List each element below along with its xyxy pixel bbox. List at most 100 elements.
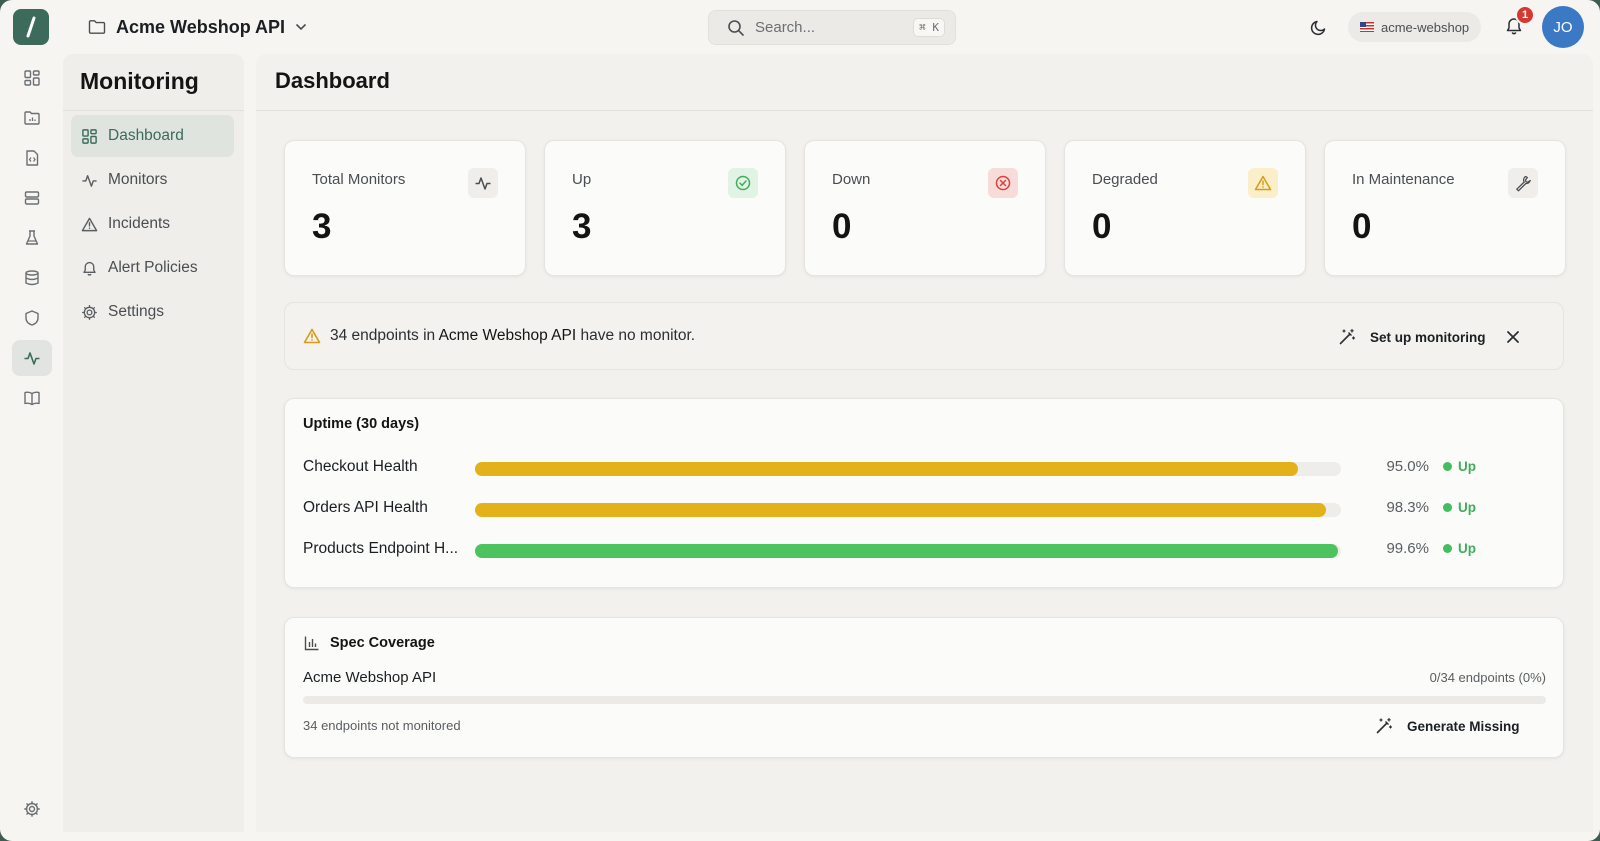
unmonitored-endpoints-banner: 34 endpoints in Acme Webshop API have no… (284, 302, 1564, 370)
banner-suffix-text: have no monitor. (576, 327, 696, 344)
main-panel: Dashboard Total Monitors 3 Up 3 Down 0 D… (256, 54, 1593, 832)
stat-label: Down (832, 171, 871, 188)
monitoring-sidenav: Monitoring Dashboard Monitors Incidents … (63, 54, 244, 832)
moon-icon (1310, 20, 1326, 36)
main-divider (256, 110, 1593, 111)
rail-specs[interactable] (12, 140, 52, 176)
generate-missing-button[interactable]: Generate Missing (1375, 712, 1520, 740)
activity-icon (468, 168, 498, 198)
close-icon (1507, 331, 1519, 343)
nav-item-incidents[interactable]: Incidents (71, 203, 234, 245)
warning-icon (1248, 168, 1278, 198)
sidenav-title: Monitoring (80, 68, 199, 94)
stat-card-total-monitors: Total Monitors 3 (284, 140, 526, 276)
dismiss-banner-button[interactable] (1501, 325, 1525, 349)
banner-message: 34 endpoints in Acme Webshop API have no… (330, 327, 695, 345)
uptime-row[interactable]: Checkout Health 95.0% Up (285, 456, 1565, 480)
rail-docs[interactable] (12, 380, 52, 416)
nav-item-monitors[interactable]: Monitors (71, 159, 234, 201)
coverage-title: Spec Coverage (330, 635, 435, 651)
uptime-track (475, 462, 1341, 476)
folder-chart-icon (24, 111, 40, 125)
book-icon (24, 391, 40, 406)
rail-database[interactable] (12, 260, 52, 296)
wrench-icon (1508, 168, 1538, 198)
shield-icon (25, 310, 39, 326)
rail-dashboard[interactable] (12, 60, 52, 96)
bell-icon (83, 261, 96, 276)
stat-label: Total Monitors (312, 171, 406, 188)
status-dot (1443, 544, 1452, 553)
project-switcher[interactable]: Acme Webshop API (88, 12, 307, 42)
nav-label-alert-policies: Alert Policies (108, 259, 198, 276)
nav-item-dashboard[interactable]: Dashboard (71, 115, 234, 157)
sidenav-list: Dashboard Monitors Incidents Alert Polic… (71, 115, 234, 335)
uptime-percent: 98.3% (1386, 499, 1429, 516)
status-dot (1443, 462, 1452, 471)
stat-card-in-maintenance: In Maintenance 0 (1324, 140, 1566, 276)
folder-icon (88, 20, 106, 34)
uptime-card: Uptime (30 days) Checkout Health 95.0% U… (284, 398, 1564, 588)
chevron-down-icon (295, 23, 307, 31)
uptime-bar (475, 503, 1327, 517)
spec-coverage-card: Spec Coverage Acme Webshop API 0/34 endp… (284, 617, 1564, 758)
rail-tests[interactable] (12, 220, 52, 256)
page-title: Dashboard (275, 68, 390, 93)
warning-icon (303, 327, 321, 350)
uptime-bar (475, 544, 1338, 558)
us-flag-icon (1360, 22, 1374, 32)
monitor-name: Checkout Health (303, 458, 418, 475)
search-input[interactable]: Search... ⌘ K (708, 10, 956, 45)
coverage-count: 0/34 endpoints (0%) (1429, 670, 1546, 685)
status-label: Up (1458, 500, 1476, 515)
notification-badge: 1 (1515, 5, 1535, 25)
magic-wand-icon (1339, 328, 1356, 345)
stat-label: In Maintenance (1352, 171, 1455, 188)
activity-icon (82, 174, 97, 187)
search-icon (728, 19, 744, 36)
stat-label: Up (572, 171, 592, 188)
uptime-title: Uptime (30 days) (303, 416, 420, 432)
theme-toggle-button[interactable] (1307, 15, 1331, 39)
nav-label-dashboard: Dashboard (108, 127, 184, 144)
top-bar: Acme Webshop API Search... ⌘ K acme-webs… (0, 0, 1600, 54)
flask-icon (25, 230, 39, 245)
stat-value: 3 (312, 207, 332, 246)
app-rail (12, 60, 52, 420)
coverage-progress-bar (303, 696, 1546, 704)
stat-value: 3 (572, 207, 592, 246)
app-settings-button[interactable] (12, 791, 52, 827)
search-shortcut: ⌘ K (913, 18, 945, 37)
set-up-monitoring-button[interactable]: Set up monitoring (1338, 321, 1486, 353)
rail-security[interactable] (12, 300, 52, 336)
banner-count-text: 34 endpoints in (330, 327, 439, 344)
activity-icon (24, 352, 40, 365)
uptime-row[interactable]: Orders API Health 98.3% Up (285, 497, 1565, 521)
stat-card-degraded: Degraded 0 (1064, 140, 1306, 276)
set-up-monitoring-label: Set up monitoring (1370, 329, 1486, 345)
warning-icon (81, 217, 98, 231)
bar-chart-icon (303, 634, 321, 657)
status-badge: Up (1443, 500, 1476, 515)
rail-servers[interactable] (12, 180, 52, 216)
stat-label: Degraded (1092, 171, 1158, 188)
nav-item-alert-policies[interactable]: Alert Policies (71, 247, 234, 289)
uptime-percent: 95.0% (1386, 458, 1429, 475)
user-avatar[interactable]: JO (1542, 6, 1584, 48)
app-logo[interactable] (13, 9, 49, 45)
nav-item-settings[interactable]: Settings (71, 291, 234, 333)
server-icon (24, 191, 40, 205)
nav-label-incidents: Incidents (108, 215, 171, 232)
uptime-row[interactable]: Products Endpoint H... 99.6% Up (285, 538, 1565, 562)
rail-monitoring[interactable] (12, 340, 52, 376)
generate-missing-label: Generate Missing (1407, 718, 1520, 734)
grid-icon (24, 70, 40, 86)
workspace-switcher[interactable]: acme-webshop (1348, 12, 1482, 42)
rail-projects[interactable] (12, 100, 52, 136)
file-code-icon (26, 150, 39, 166)
dashboard-icon (82, 128, 97, 144)
x-circle-icon (988, 168, 1018, 198)
uptime-track (475, 544, 1341, 558)
stat-value: 0 (832, 207, 852, 246)
